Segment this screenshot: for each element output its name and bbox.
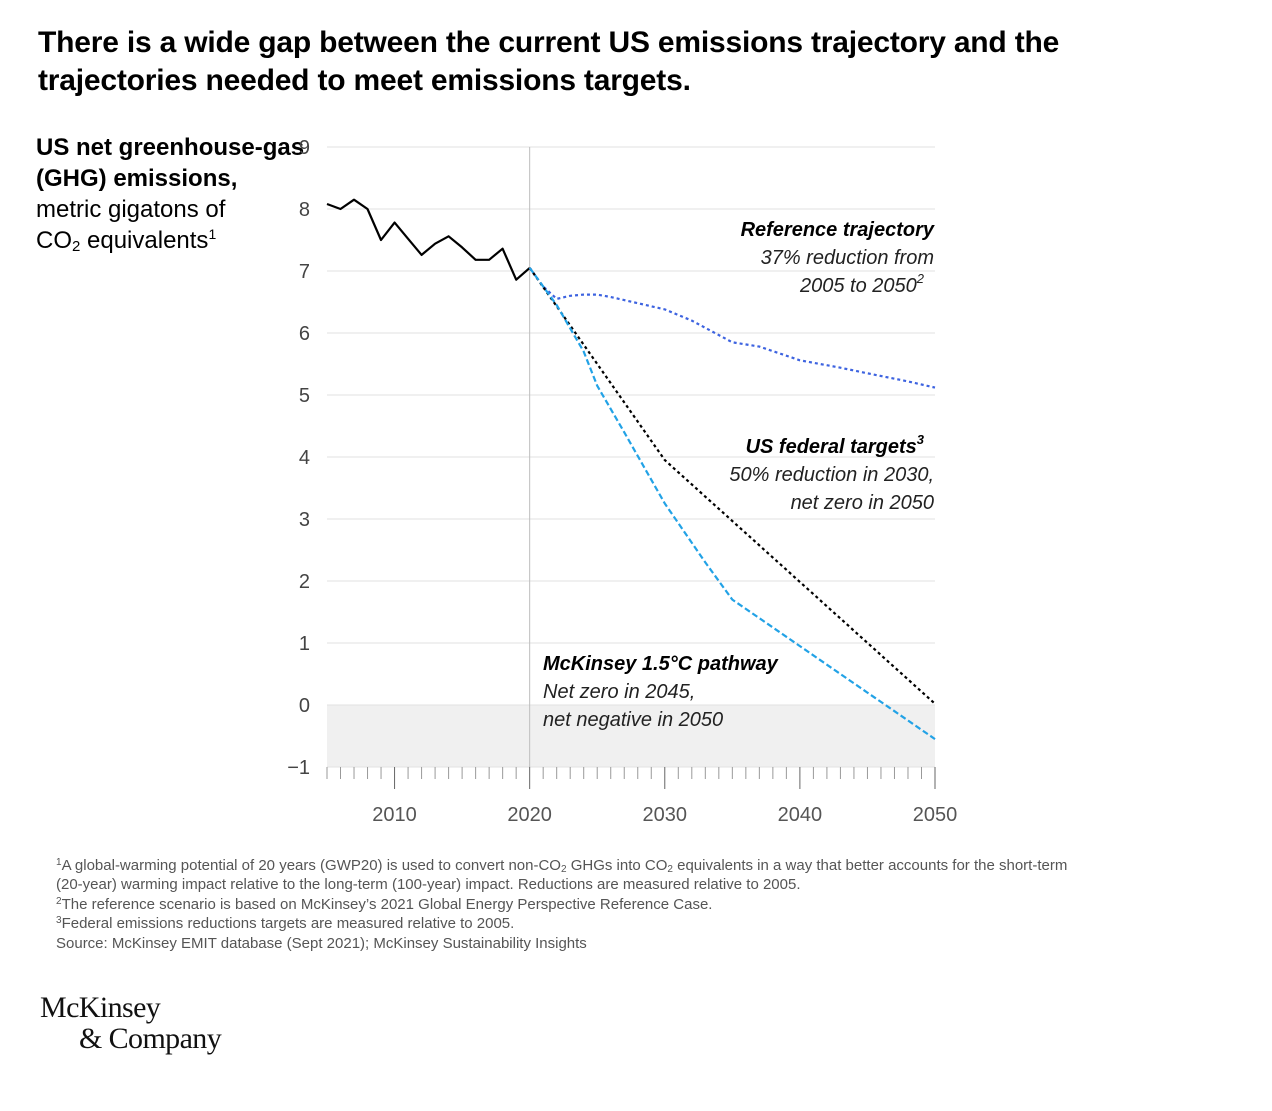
footnote-1-sub-2: 2 — [667, 864, 673, 875]
grid-lines — [327, 146, 935, 768]
x-tick-label: 2040 — [778, 804, 823, 826]
x-axis-ticks: 2010 2020 2030 2040 2050 — [326, 767, 958, 826]
y-tick-label: 7 — [299, 261, 310, 283]
y-tick-label: 6 — [299, 323, 310, 345]
mckinsey-logo: McKinsey & Company — [40, 991, 222, 1055]
logo-line-1: McKinsey — [40, 991, 161, 1024]
y-tick-label: 0 — [299, 695, 310, 717]
annotation-reference-footnote-ref: 2 — [916, 271, 925, 286]
y-tick-label: 1 — [299, 633, 310, 655]
y-tick-label: 8 — [299, 199, 310, 221]
footnote-2: 2The reference scenario is based on McKi… — [56, 895, 1216, 914]
footnote-3: 3Federal emissions reductions targets ar… — [56, 914, 1216, 933]
annotation-federal-line-1: 50% reduction in 2030, — [729, 464, 934, 486]
footnote-3-marker: 3 — [56, 915, 62, 927]
annotation-federal-line-2: net zero in 2050 — [791, 492, 934, 514]
y-tick-label: 5 — [299, 385, 310, 407]
footnote-1-marker: 1 — [56, 857, 62, 868]
footnote-1-text-c: equivalents in a way that better account… — [672, 857, 1068, 874]
y-tick-label: 2 — [299, 571, 310, 593]
footnote-1-text-a: A global-warming potential of 20 years (… — [61, 857, 561, 874]
annotation-federal-title-text: US federal targets — [746, 436, 917, 458]
x-tick-label: 2050 — [913, 804, 958, 826]
y-tick-label: 9 — [299, 137, 310, 159]
y-axis-title-sub: 2 — [72, 238, 81, 255]
y-axis-title-footnote-ref: 1 — [208, 226, 217, 242]
y-tick-label: −1 — [287, 757, 310, 779]
footnote-2-marker: 2 — [56, 895, 62, 907]
series-line-reference — [528, 267, 936, 389]
footnotes: 1A global-warming potential of 20 years … — [56, 856, 1216, 953]
annotation-reference-title: Reference trajectory — [741, 219, 935, 241]
footnote-3-text: Federal emissions reductions targets are… — [61, 915, 515, 933]
source-note: Source: McKinsey EMIT database (Sept 202… — [56, 934, 587, 952]
footnote-2-text: The reference scenario is based on McKin… — [61, 895, 713, 913]
footnote-1-line-2: (20-year) warming impact relative to the… — [56, 876, 801, 894]
series-lines — [326, 198, 936, 741]
annotation-reference-line-1: 37% reduction from — [761, 247, 934, 269]
annotation-mckinsey-line-2: net negative in 2050 — [543, 709, 723, 731]
chart-title: There is a wide gap between the current … — [38, 26, 1060, 97]
x-tick-label: 2030 — [643, 804, 688, 826]
annotation-federal-title: US federal targets3 — [746, 432, 925, 458]
annotation-reference-line-2-text: 2005 to 2050 — [799, 275, 917, 297]
annotation-federal-footnote-ref: 3 — [917, 432, 925, 447]
series-line-federal — [528, 267, 936, 705]
x-tick-label: 2020 — [507, 804, 552, 826]
emissions-line-chart: −1 0 1 2 3 4 5 6 7 8 9 2010 2020 2030 2040 2050 Refere… — [287, 137, 958, 826]
y-tick-label: 3 — [299, 509, 310, 531]
annotation-mckinsey-title: McKinsey 1.5°C pathway — [543, 653, 779, 675]
y-axis-title: US net greenhouse-gas (GHG) emissions, m… — [36, 132, 306, 256]
y-axis-title-equivalents: equivalents — [80, 227, 209, 254]
annotation-mckinsey-line-1: Net zero in 2045, — [543, 681, 695, 703]
logo-line-2: & Company — [79, 1022, 222, 1055]
y-axis-title-units: metric gigatons of — [36, 196, 226, 223]
footnote-1-text-b: GHGs into CO — [566, 857, 668, 874]
negative-emissions-band — [327, 705, 935, 767]
footnote-1-sub-1: 2 — [560, 864, 567, 875]
series-line-historical — [326, 198, 531, 281]
x-tick-label: 2010 — [372, 804, 417, 826]
y-tick-label: 4 — [299, 447, 310, 469]
annotation-reference-line-2: 2005 to 20502 — [799, 271, 925, 297]
footnote-1: 1A global-warming potential of 20 years … — [56, 856, 1216, 875]
y-axis-ticks: −1 0 1 2 3 4 5 6 7 8 9 — [287, 137, 310, 779]
y-axis-title-co: CO — [36, 227, 72, 254]
y-axis-title-bold: US net greenhouse-gas (GHG) emissions, — [36, 134, 305, 192]
